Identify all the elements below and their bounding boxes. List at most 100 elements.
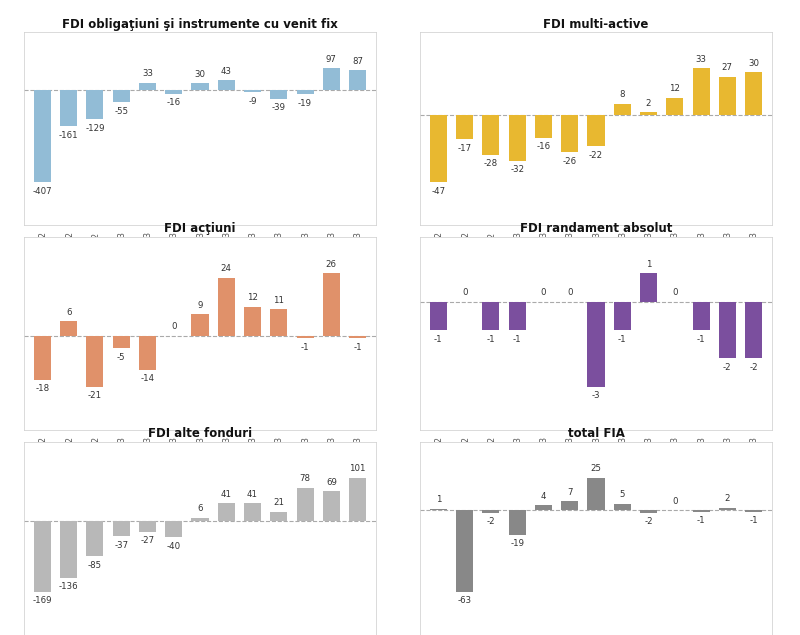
- Bar: [719, 508, 736, 511]
- Text: 33: 33: [695, 55, 706, 64]
- Bar: [218, 278, 235, 336]
- Text: -18: -18: [35, 384, 50, 393]
- Text: 30: 30: [748, 59, 759, 68]
- Text: 26: 26: [326, 260, 337, 269]
- Text: 2: 2: [646, 98, 651, 108]
- Bar: [60, 90, 77, 126]
- Bar: [349, 70, 366, 90]
- Bar: [244, 90, 261, 92]
- Text: -9: -9: [248, 97, 257, 105]
- Text: -1: -1: [301, 343, 310, 352]
- Bar: [270, 90, 287, 99]
- Text: 12: 12: [247, 293, 258, 302]
- Bar: [482, 511, 499, 513]
- Bar: [587, 302, 605, 387]
- Bar: [509, 302, 526, 330]
- Text: -2: -2: [486, 518, 495, 526]
- Title: FDI randament absolut: FDI randament absolut: [520, 222, 672, 236]
- Text: 0: 0: [672, 288, 678, 297]
- Bar: [86, 521, 103, 556]
- Bar: [456, 511, 473, 592]
- Bar: [640, 273, 657, 302]
- Text: -32: -32: [510, 165, 524, 174]
- Text: -19: -19: [510, 539, 524, 549]
- Bar: [165, 90, 182, 94]
- Text: -136: -136: [59, 582, 78, 591]
- Text: 12: 12: [670, 84, 680, 93]
- Bar: [113, 336, 130, 348]
- Bar: [482, 115, 499, 155]
- Bar: [640, 112, 657, 115]
- Text: 6: 6: [66, 308, 71, 317]
- Bar: [614, 302, 631, 330]
- Title: total FIA: total FIA: [567, 427, 625, 440]
- Text: -3: -3: [592, 391, 600, 401]
- Text: 0: 0: [171, 323, 177, 331]
- Text: 6: 6: [198, 504, 202, 514]
- Bar: [719, 302, 736, 358]
- Text: -14: -14: [141, 375, 154, 384]
- Bar: [113, 521, 130, 536]
- Bar: [430, 302, 447, 330]
- Bar: [297, 336, 314, 338]
- Bar: [297, 90, 314, 95]
- Text: 69: 69: [326, 478, 337, 487]
- Text: -28: -28: [484, 159, 498, 168]
- Bar: [165, 521, 182, 537]
- Text: -85: -85: [88, 561, 102, 570]
- Bar: [323, 273, 340, 336]
- Bar: [482, 302, 499, 330]
- Text: -55: -55: [114, 107, 128, 116]
- Text: 4: 4: [541, 491, 546, 500]
- Bar: [139, 521, 156, 532]
- Text: -1: -1: [750, 516, 758, 525]
- Text: 7: 7: [567, 488, 573, 497]
- Bar: [535, 505, 552, 511]
- Text: -1: -1: [618, 335, 626, 344]
- Bar: [614, 504, 631, 511]
- Text: 97: 97: [326, 55, 337, 64]
- Text: 27: 27: [722, 63, 733, 72]
- Text: -1: -1: [697, 516, 706, 525]
- Bar: [430, 115, 447, 182]
- Title: FDI obligaţiuni şi instrumente cu venit fix: FDI obligaţiuni şi instrumente cu venit …: [62, 18, 338, 30]
- Bar: [509, 511, 526, 535]
- Title: FDI multi-active: FDI multi-active: [543, 18, 649, 30]
- Text: 41: 41: [247, 490, 258, 498]
- Text: -169: -169: [33, 596, 52, 605]
- Bar: [745, 72, 762, 115]
- Bar: [34, 336, 51, 380]
- Bar: [693, 68, 710, 115]
- Bar: [561, 501, 578, 511]
- Title: FDI alte fonduri: FDI alte fonduri: [148, 427, 252, 440]
- Text: 24: 24: [221, 264, 232, 273]
- Bar: [270, 309, 287, 336]
- Text: 9: 9: [198, 300, 202, 310]
- Bar: [139, 336, 156, 370]
- Bar: [430, 509, 447, 511]
- Text: -2: -2: [723, 363, 732, 372]
- Bar: [34, 521, 51, 592]
- Text: -5: -5: [117, 352, 126, 362]
- Text: 41: 41: [221, 490, 232, 498]
- Text: 30: 30: [194, 70, 206, 79]
- Text: -16: -16: [166, 98, 181, 107]
- Bar: [191, 83, 209, 90]
- Text: -39: -39: [272, 104, 286, 112]
- Text: -407: -407: [33, 187, 52, 196]
- Text: -27: -27: [141, 537, 154, 545]
- Text: -2: -2: [750, 363, 758, 372]
- Bar: [86, 90, 103, 119]
- Text: 87: 87: [352, 57, 363, 66]
- Text: 21: 21: [274, 498, 284, 507]
- Text: 0: 0: [462, 288, 467, 297]
- Bar: [640, 511, 657, 513]
- Bar: [191, 518, 209, 521]
- Bar: [323, 68, 340, 90]
- Text: -1: -1: [354, 343, 362, 352]
- Text: -17: -17: [458, 144, 472, 153]
- Bar: [349, 478, 366, 521]
- Bar: [745, 511, 762, 512]
- Text: -1: -1: [513, 335, 522, 344]
- Text: 2: 2: [725, 494, 730, 503]
